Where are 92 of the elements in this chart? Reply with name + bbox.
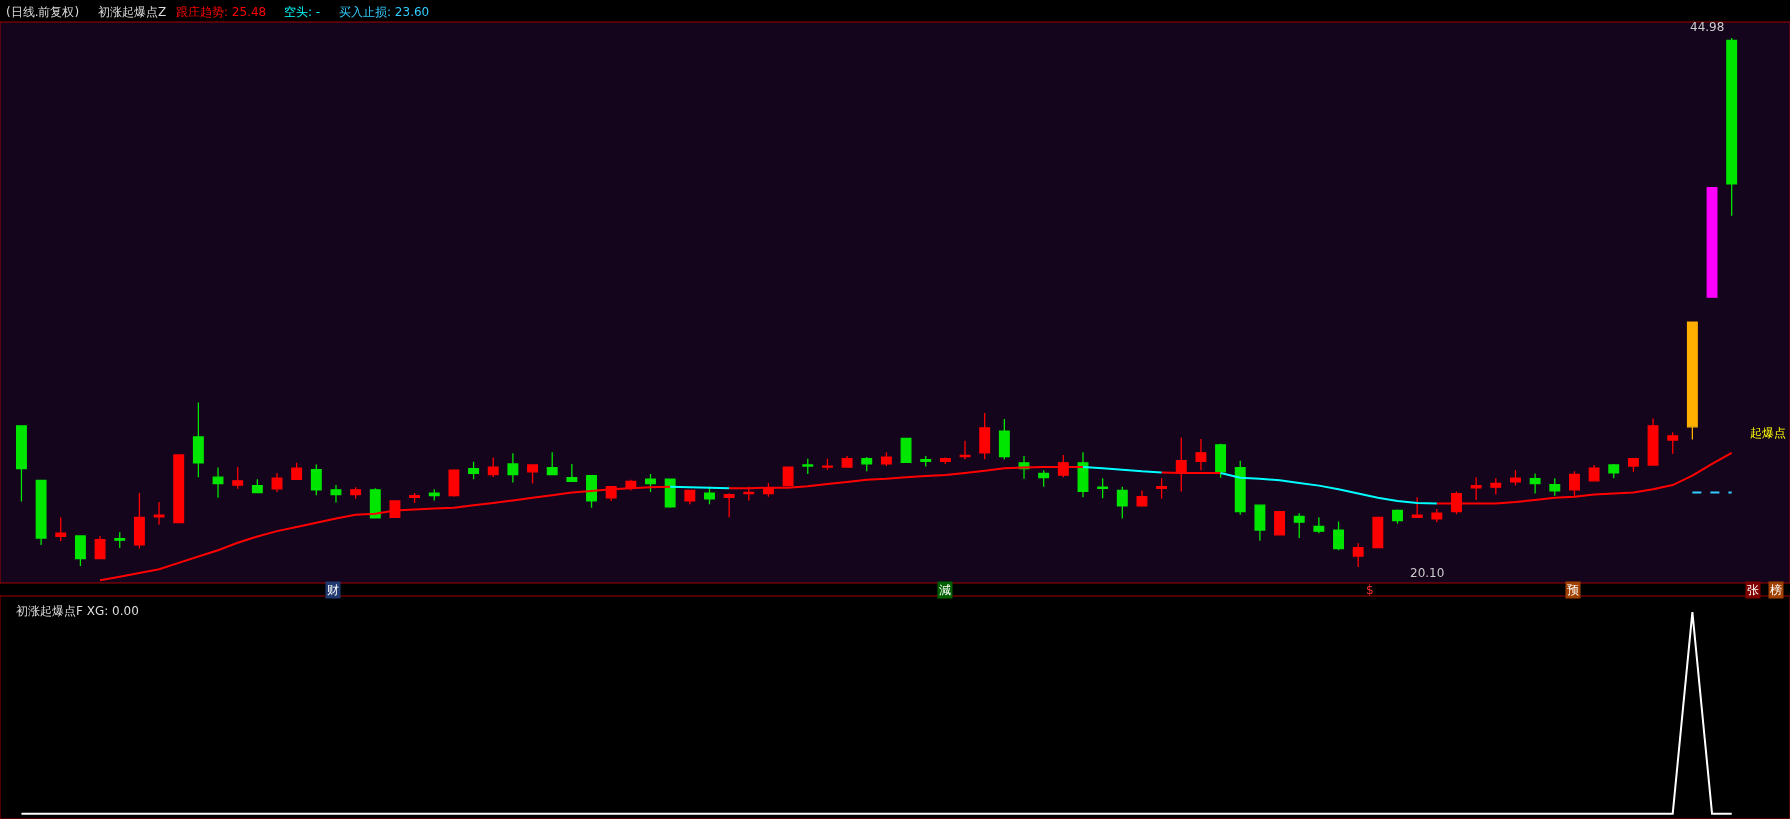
- candlestick: [1490, 477, 1502, 496]
- text: 榜: [1770, 583, 1782, 597]
- candlestick: [1195, 438, 1207, 471]
- chart-title: (日线.前复权): [6, 5, 80, 19]
- candlestick: [1215, 443, 1227, 479]
- candlestick: [1352, 542, 1364, 568]
- candlestick: [192, 401, 204, 478]
- candlestick: [684, 489, 696, 505]
- candlestick: [1470, 476, 1482, 501]
- candlestick: [1156, 477, 1168, 500]
- candlestick: [939, 456, 951, 465]
- text: 财: [327, 583, 339, 597]
- candlestick: [448, 468, 460, 498]
- text: 买入止损: 23.60: [339, 5, 430, 19]
- candlestick: [1038, 469, 1050, 488]
- chart-title: 初涨起爆点F XG: 0.00: [16, 604, 139, 618]
- candlestick: [1077, 451, 1089, 498]
- candlestick: [664, 478, 676, 509]
- candlestick: [468, 461, 480, 480]
- text: 张: [1747, 583, 1759, 597]
- candlestick: [841, 455, 853, 468]
- candlestick: [821, 457, 833, 471]
- text: $: [1366, 583, 1374, 597]
- text: 预: [1567, 583, 1579, 597]
- candlestick: [546, 451, 558, 476]
- candlestick: [998, 418, 1010, 460]
- candlestick: [133, 492, 145, 550]
- candlestick: [802, 457, 814, 475]
- candlestick: [1097, 477, 1109, 499]
- candlestick: [1293, 512, 1305, 539]
- text: 跟庄趋势: 25.48: [176, 5, 267, 19]
- candlestick: [15, 425, 27, 503]
- candlestick: [173, 454, 185, 524]
- candlestick: [1549, 477, 1561, 497]
- candlestick: [35, 479, 47, 546]
- candlestick: [1431, 508, 1443, 523]
- candlestick: [1627, 457, 1639, 473]
- candlestick: [704, 486, 715, 505]
- candlestick: [1333, 520, 1344, 551]
- candlestick: [959, 439, 971, 460]
- candlestick: [291, 462, 303, 480]
- candlestick: [369, 487, 381, 519]
- candlestick: [527, 464, 539, 485]
- candlestick: [330, 484, 342, 504]
- candlestick: [1136, 489, 1148, 508]
- candlestick: [1313, 516, 1325, 534]
- candlestick: [920, 455, 932, 468]
- candlestick: [566, 463, 578, 483]
- candlestick: [153, 501, 165, 526]
- candlestick: [114, 531, 126, 549]
- annotation: 20.10: [1410, 566, 1445, 580]
- candlestick: [55, 516, 67, 542]
- text: 44.98: [1690, 20, 1725, 34]
- candlestick: [507, 452, 519, 484]
- candlestick: [1647, 417, 1659, 466]
- candlestick: [212, 466, 224, 499]
- text: 起爆点: [1750, 426, 1786, 440]
- candlestick: [861, 456, 873, 472]
- candlestick: [1509, 469, 1521, 487]
- candlestick: [1254, 504, 1266, 542]
- candlestick: [1372, 516, 1384, 549]
- candlestick: [880, 451, 892, 467]
- candlestick: [232, 466, 244, 490]
- candlestick: [1568, 470, 1580, 497]
- candlestick: [428, 488, 440, 502]
- text: 減: [939, 583, 951, 597]
- candlestick: [1726, 37, 1738, 217]
- candlestick: [310, 463, 322, 496]
- candlestick: [1392, 508, 1403, 525]
- candlestick: [1706, 187, 1718, 298]
- candlestick: [979, 412, 991, 460]
- candlestick: [350, 486, 362, 500]
- candlestick: [1234, 460, 1246, 516]
- chart-subtitle: 初涨起爆点Z: [98, 5, 167, 19]
- text: 空头: -: [284, 5, 321, 19]
- candlestick: [723, 492, 735, 519]
- candlestick: [487, 456, 499, 478]
- candlestick: [1667, 431, 1679, 455]
- candlestick: [586, 474, 597, 509]
- candlestick: [900, 437, 912, 463]
- candlestick: [1116, 486, 1128, 520]
- candlestick: [271, 472, 283, 493]
- candlestick: [74, 535, 86, 567]
- candlestick: [251, 478, 263, 494]
- candlestick: [1529, 472, 1541, 495]
- candlestick: [1274, 510, 1286, 536]
- candlestick: [1608, 463, 1620, 479]
- candlestick: [1411, 496, 1423, 519]
- candlestick: [94, 535, 106, 560]
- candlestick: [409, 492, 421, 504]
- candlestick: [1686, 321, 1698, 441]
- candlestick: [1588, 464, 1600, 482]
